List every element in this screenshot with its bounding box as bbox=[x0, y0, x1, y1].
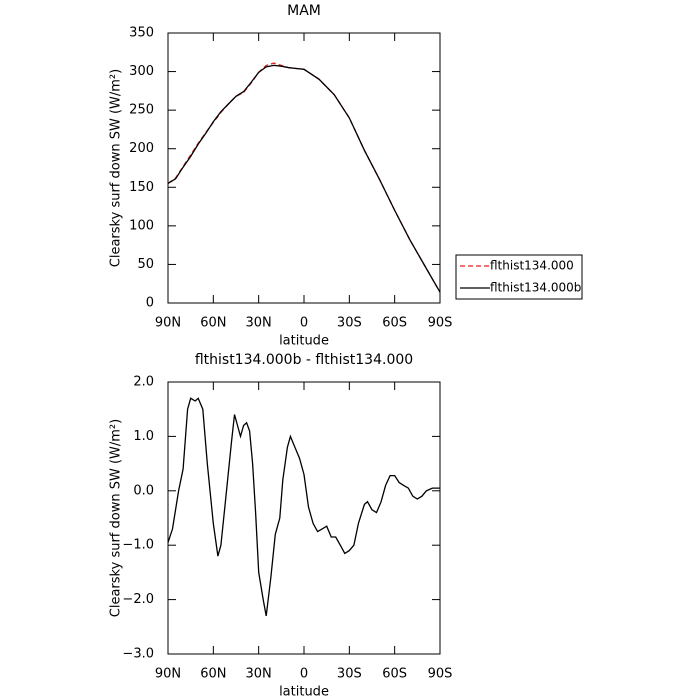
y-tick-label: 350 bbox=[129, 26, 154, 41]
y-axis-label: Clearsky surf down SW (W/m²) bbox=[109, 419, 124, 617]
y-tick-label: 200 bbox=[129, 141, 154, 156]
y-tick-label: 0.0 bbox=[133, 483, 154, 498]
y-tick-label: 1.0 bbox=[133, 429, 154, 444]
data-line bbox=[167, 397, 440, 617]
x-tick-label: 90N bbox=[155, 667, 181, 682]
x-tick-label: 30S bbox=[337, 316, 362, 331]
x-tick-label: 60N bbox=[200, 316, 226, 331]
y-tick-label: 250 bbox=[129, 103, 154, 118]
y-tick-label: −2.0 bbox=[122, 592, 154, 607]
x-tick-label: 30N bbox=[246, 316, 272, 331]
x-tick-label: 60S bbox=[382, 667, 407, 682]
y-tick-label: 0 bbox=[146, 296, 154, 311]
x-tick-label: 90S bbox=[428, 667, 453, 682]
y-axis-label: Clearsky surf down SW (W/m²) bbox=[109, 69, 124, 267]
legend-box bbox=[455, 254, 583, 300]
y-tick-label: 50 bbox=[137, 257, 154, 272]
y-tick-label: 300 bbox=[129, 64, 154, 79]
x-tick-label: 90N bbox=[155, 316, 181, 331]
y-tick-label: 150 bbox=[129, 180, 154, 195]
x-tick-label: 60N bbox=[200, 667, 226, 682]
y-tick-label: 2.0 bbox=[133, 375, 154, 390]
plot-frame bbox=[167, 32, 441, 304]
x-axis-label: latitude bbox=[279, 334, 329, 349]
x-tick-label: 0 bbox=[300, 667, 308, 682]
chart-title: MAM bbox=[287, 3, 321, 19]
x-tick-label: 0 bbox=[300, 316, 308, 331]
legend-label: flthist134.000 bbox=[490, 259, 574, 273]
chart-title: flthist134.000b - flthist134.000 bbox=[195, 352, 413, 368]
x-tick-label: 30N bbox=[246, 667, 272, 682]
x-tick-label: 30S bbox=[337, 667, 362, 682]
x-axis-label: latitude bbox=[279, 685, 329, 700]
x-tick-label: 60S bbox=[382, 316, 407, 331]
plot-frame bbox=[167, 381, 441, 655]
data-line bbox=[167, 64, 441, 293]
y-tick-label: −1.0 bbox=[122, 538, 154, 553]
y-tick-label: −3.0 bbox=[122, 647, 154, 662]
y-tick-label: 100 bbox=[129, 218, 154, 233]
x-tick-label: 90S bbox=[428, 316, 453, 331]
data-line bbox=[167, 62, 441, 293]
legend-label: flthist134.000b bbox=[490, 281, 581, 295]
